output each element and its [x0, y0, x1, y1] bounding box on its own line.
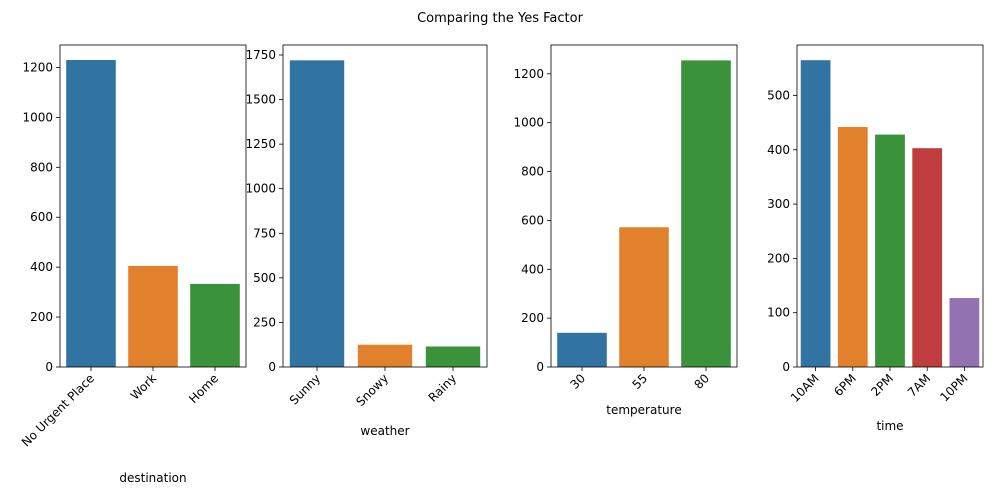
chart-panel-temperature: 0 200 400 600 800 1000 1200 30 55 80 temperature — [513, 44, 738, 417]
y-tick-label: 750 — [253, 226, 276, 240]
y-tick-label: 1200 — [22, 60, 53, 74]
x-axis-label: time — [876, 419, 903, 433]
y-tick-label: 300 — [767, 197, 790, 211]
y-tick-label: 400 — [521, 262, 544, 276]
x-tick-label: 10PM — [937, 371, 970, 404]
chart-panel-time: 0 100 200 300 400 500 10AM 6PM 2PM 7AM 10PM time — [767, 44, 984, 433]
bar-10pm — [949, 298, 980, 367]
y-tick-label: 0 — [782, 360, 790, 374]
y-tick-label: 1200 — [513, 67, 544, 81]
x-tick-label: 7AM — [905, 371, 933, 399]
y-tick-label: 1000 — [513, 116, 544, 130]
bar-80 — [681, 60, 731, 367]
y-tick-label: 0 — [536, 360, 544, 374]
y-tick-label: 200 — [521, 311, 544, 325]
bar-snowy — [357, 344, 413, 367]
chart-panel-weather: 0 250 500 750 1000 1250 1500 1750 Sunny Snowy Rain… — [245, 44, 488, 438]
y-tick-label: 1250 — [245, 137, 276, 151]
x-tick-label: Work — [128, 371, 159, 402]
y-tick-label: 0 — [45, 360, 53, 374]
x-tick-label: Snowy — [353, 371, 391, 409]
y-tick-label: 600 — [521, 213, 544, 227]
y-tick-label: 200 — [767, 251, 790, 265]
y-tick-label: 1500 — [245, 93, 276, 107]
y-tick-label: 200 — [30, 310, 53, 324]
bar-55 — [619, 227, 669, 367]
x-tick-label: Home — [186, 371, 221, 406]
x-tick-label: 55 — [629, 371, 650, 392]
x-axis-label: temperature — [606, 403, 681, 417]
y-tick-label: 250 — [253, 315, 276, 329]
y-tick-label: 100 — [767, 306, 790, 320]
y-tick-label: 600 — [30, 210, 53, 224]
bar-no-urgent-place — [66, 59, 116, 367]
bar-work — [128, 265, 178, 367]
y-tick-label: 1750 — [245, 48, 276, 62]
bar-2pm — [875, 134, 905, 367]
x-tick-label: 2PM — [868, 371, 896, 399]
x-axis-label: weather — [360, 424, 409, 438]
x-tick-label: Sunny — [287, 371, 323, 407]
bar-7am — [912, 148, 943, 367]
x-tick-label: 10AM — [788, 371, 822, 405]
y-tick-label: 1000 — [22, 110, 53, 124]
y-tick-label: 500 — [253, 271, 276, 285]
figure-title: Comparing the Yes Factor — [417, 11, 584, 26]
x-axis-label: destination — [119, 471, 186, 485]
y-tick-label: 800 — [30, 160, 53, 174]
bar-home — [190, 283, 240, 367]
x-tick-label: 30 — [567, 371, 588, 392]
y-tick-label: 400 — [767, 143, 790, 157]
x-tick-label: 6PM — [831, 371, 859, 399]
x-tick-label: No Urgent Place — [19, 371, 97, 449]
y-tick-label: 800 — [521, 165, 544, 179]
bar-6pm — [837, 126, 868, 368]
chart-panel-destination: 0 200 400 600 800 1000 1200 No Urgent Place Work… — [19, 44, 247, 485]
x-tick-label: 80 — [691, 371, 712, 392]
y-tick-label: 0 — [268, 360, 276, 374]
y-tick-label: 400 — [30, 260, 53, 274]
y-tick-label: 1000 — [245, 182, 276, 196]
y-tick-label: 500 — [767, 88, 790, 102]
bar-sunny — [289, 60, 345, 367]
bar-rainy — [425, 346, 481, 367]
bar-30 — [557, 332, 607, 367]
bar-10am — [800, 60, 831, 367]
x-tick-label: Rainy — [426, 371, 460, 405]
